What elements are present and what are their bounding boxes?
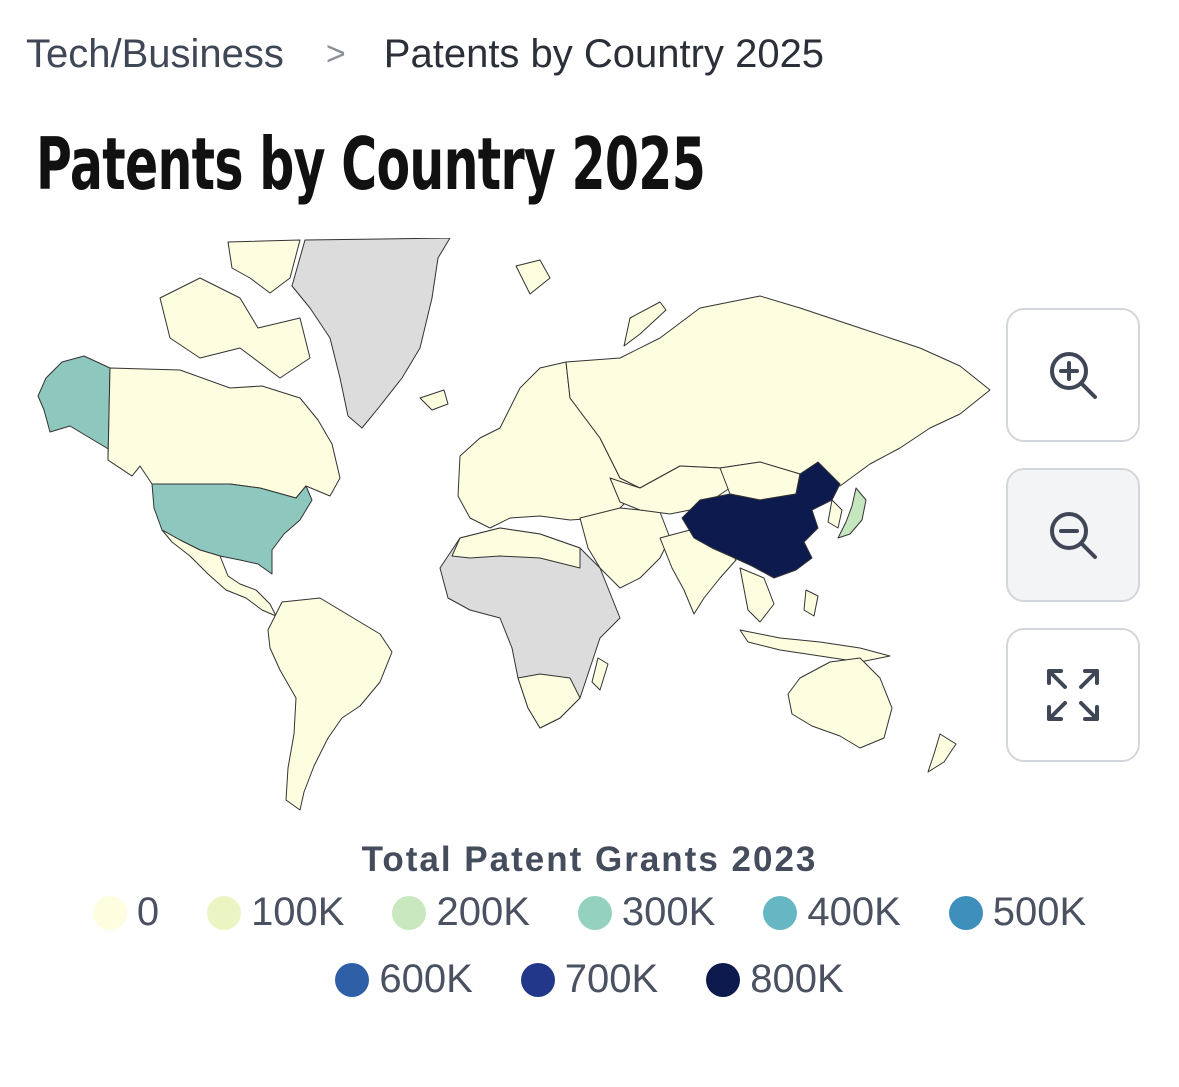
country-russia[interactable] xyxy=(565,295,991,489)
country-philippines[interactable] xyxy=(803,589,819,617)
legend-swatch xyxy=(948,895,983,930)
legend-swatch xyxy=(706,962,741,997)
country-north-africa[interactable] xyxy=(451,527,581,569)
country-mexico[interactable] xyxy=(161,529,277,617)
legend-label: 500K xyxy=(992,890,1087,934)
country-southern-africa[interactable] xyxy=(517,673,581,729)
legend-label: 700K xyxy=(564,957,659,1001)
legend-label: 200K xyxy=(436,890,530,934)
country-canada[interactable] xyxy=(107,367,341,499)
fullscreen-button[interactable] xyxy=(1006,628,1140,762)
breadcrumb-separator: > xyxy=(325,35,346,73)
legend-title: Total Patent Grants 2023 xyxy=(361,840,818,879)
country-canada-islands[interactable] xyxy=(227,239,301,294)
map-legend: Total Patent Grants 2023 0 100K 200K 300K 40… xyxy=(0,840,1179,1002)
legend-item[interactable]: 600K xyxy=(335,957,473,1002)
country-svalbard[interactable] xyxy=(515,259,551,295)
country-greenland[interactable] xyxy=(291,238,451,429)
map-controls xyxy=(1006,308,1142,788)
legend-item[interactable]: 400K xyxy=(763,890,901,935)
legend-label: 600K xyxy=(379,957,473,1001)
page-title: Patents by Country 2025 xyxy=(36,122,706,206)
country-south-america[interactable] xyxy=(267,597,393,811)
legend-swatch xyxy=(335,962,370,997)
country-southeast-asia[interactable] xyxy=(739,567,775,623)
legend-label: 100K xyxy=(251,890,345,934)
breadcrumb-current: Patents by Country 2025 xyxy=(383,32,825,76)
country-china[interactable] xyxy=(681,461,841,579)
legend-swatch xyxy=(392,895,427,930)
legend-item[interactable]: 800K xyxy=(706,957,844,1002)
country-canada-islands-2[interactable] xyxy=(159,277,311,379)
legend-label: 0 xyxy=(136,890,160,934)
legend-item[interactable]: 500K xyxy=(948,890,1087,935)
legend-item[interactable]: 300K xyxy=(577,890,716,935)
legend-item[interactable]: 100K xyxy=(207,890,344,935)
legend-swatch xyxy=(92,895,127,930)
legend-items: 0 100K 200K 300K 400K 500K 600K 700K 800K xyxy=(30,890,1150,1002)
zoom-out-icon xyxy=(1050,512,1097,559)
country-iceland[interactable] xyxy=(419,389,449,411)
world-map-svg[interactable] xyxy=(0,238,1000,818)
legend-swatch xyxy=(763,895,798,930)
legend-label: 400K xyxy=(807,890,901,934)
legend-label: 300K xyxy=(621,890,716,934)
legend-swatch xyxy=(577,895,612,930)
legend-item[interactable]: 0 xyxy=(92,890,160,935)
country-madagascar[interactable] xyxy=(591,657,609,691)
zoom-in-icon xyxy=(1050,352,1097,399)
country-indonesia[interactable] xyxy=(739,629,891,663)
zoom-out-button[interactable] xyxy=(1006,468,1140,602)
country-new-zealand[interactable] xyxy=(927,733,957,773)
legend-item[interactable]: 700K xyxy=(520,957,659,1002)
legend-swatch xyxy=(520,962,555,997)
legend-label: 800K xyxy=(750,957,844,1001)
country-united-states[interactable] xyxy=(151,483,313,575)
breadcrumb: Tech/Business > Patents by Country 2025 xyxy=(26,32,824,77)
country-novaya-zemlya[interactable] xyxy=(623,301,667,347)
country-japan[interactable] xyxy=(837,487,867,539)
country-australia[interactable] xyxy=(787,657,893,749)
breadcrumb-parent-link[interactable]: Tech/Business xyxy=(26,32,284,76)
world-map[interactable] xyxy=(0,238,1000,818)
fullscreen-icon xyxy=(1047,669,1099,721)
zoom-in-button[interactable] xyxy=(1006,308,1140,442)
country-korea[interactable] xyxy=(827,499,843,529)
legend-swatch xyxy=(207,895,242,930)
legend-item[interactable]: 200K xyxy=(392,890,530,935)
